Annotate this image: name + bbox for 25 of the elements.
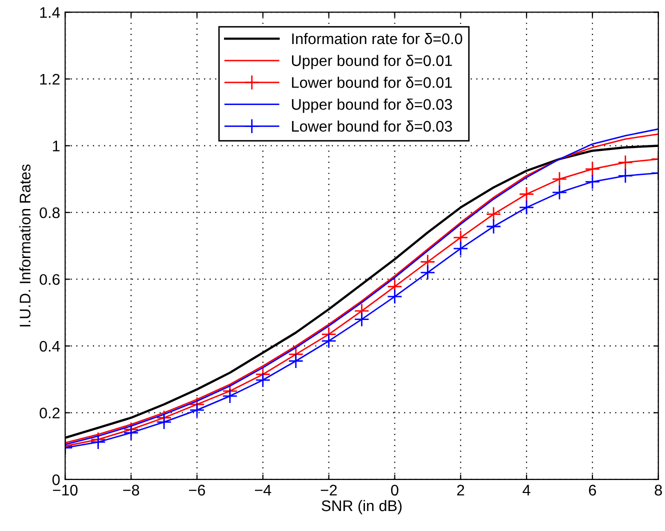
y-tick-label: 1.4 <box>40 7 60 18</box>
x-tick-label: 0 <box>391 484 398 496</box>
legend-label: Upper bound for δ=0.03 <box>292 98 452 113</box>
x-tick-label: −10 <box>52 484 78 496</box>
legend-label: Lower bound for δ=0.03 <box>292 120 452 132</box>
x-tick-label: 6 <box>588 484 596 496</box>
legend-label: Lower bound for δ=0.01 <box>292 76 452 88</box>
legend-label: Information rate for δ=0.0 <box>292 32 462 44</box>
y-tick-label: 0.6 <box>40 274 60 285</box>
y-tick-label: 0 <box>52 474 60 486</box>
legend-label: Upper bound for δ=0.01 <box>292 54 452 70</box>
y-tick-label: 0.2 <box>40 408 60 418</box>
x-tick-label: −8 <box>123 484 140 496</box>
x-tick-label: 8 <box>654 484 662 496</box>
y-tick-label: 0.8 <box>40 207 60 218</box>
y-tick-label: 1.2 <box>40 74 60 85</box>
x-tick-label: 4 <box>522 484 530 496</box>
y-tick-label: 1 <box>52 140 60 152</box>
y-axis-title: I.U.D. Information Rates <box>19 164 30 326</box>
x-tick-label: −4 <box>254 484 272 496</box>
y-tick-label: 0.4 <box>40 340 60 352</box>
x-tick-label: −2 <box>320 484 337 496</box>
x-axis-title: SNR (in dB) <box>322 500 402 514</box>
x-tick-label: 2 <box>457 484 464 496</box>
x-tick-label: −6 <box>189 484 206 496</box>
